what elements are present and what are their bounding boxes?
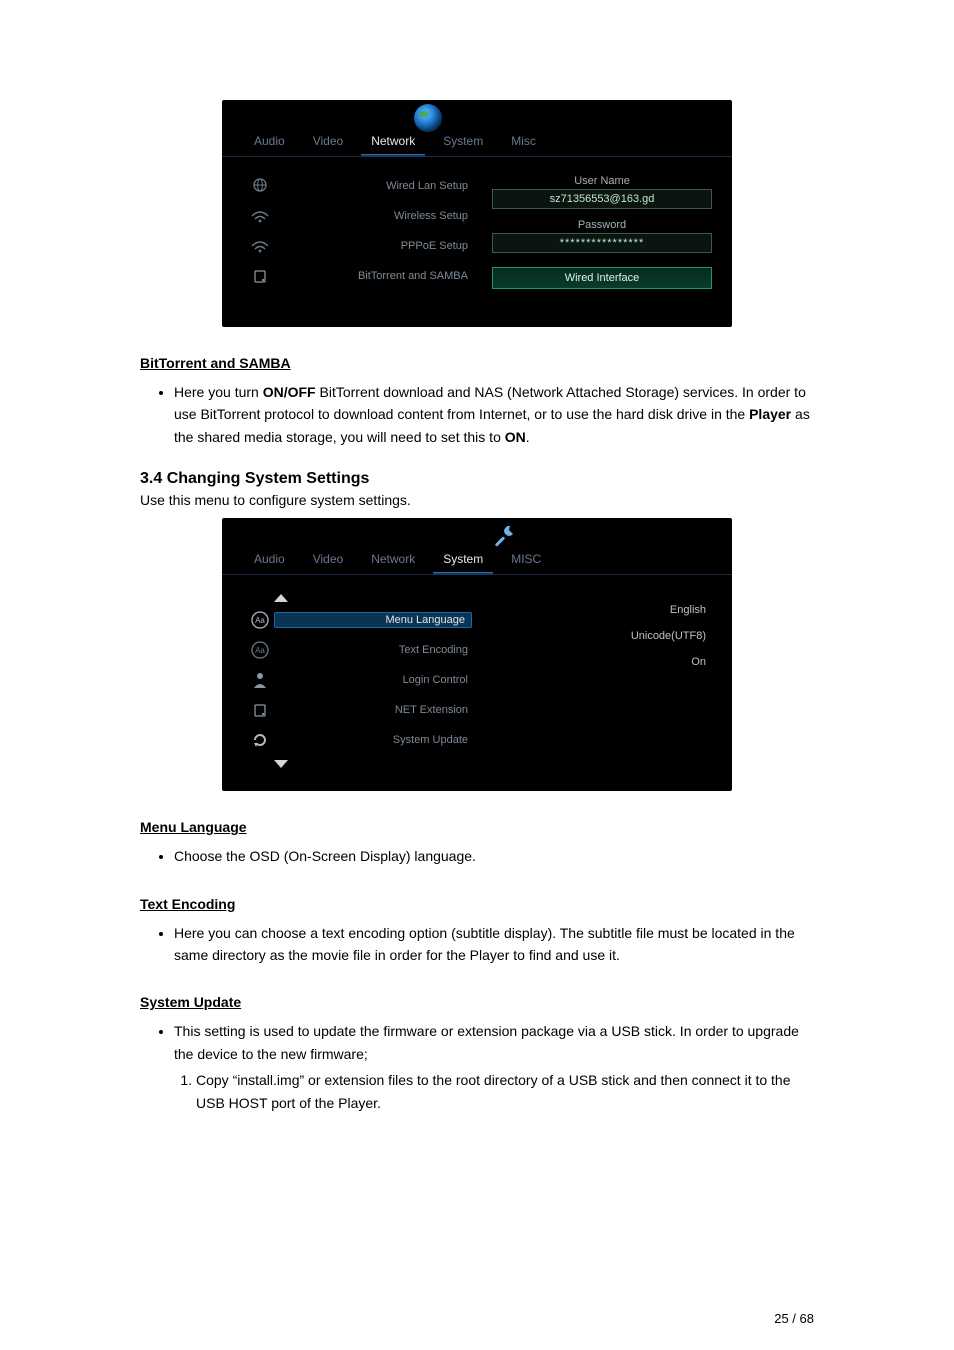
tab-system[interactable]: System: [429, 552, 497, 574]
list-item: This setting is used to update the firmw…: [174, 1020, 814, 1114]
list-item: Here you turn ON/OFF BitTorrent download…: [174, 381, 814, 448]
person-icon: [246, 671, 274, 689]
menu-language-list: Choose the OSD (On-Screen Display) langu…: [140, 845, 814, 867]
username-field[interactable]: sz71356553@163.gd: [492, 189, 712, 209]
menu-item[interactable]: Wireless Setup: [222, 201, 482, 231]
text-encoding-heading: Text Encoding: [140, 896, 814, 912]
wired-interface-button[interactable]: Wired Interface: [492, 267, 712, 289]
menu-item[interactable]: System Update: [222, 725, 482, 755]
tab-label: Video: [313, 552, 343, 566]
list-item: Copy “install.img” or extension files to…: [196, 1069, 814, 1114]
menu-item[interactable]: Aa Menu Language: [222, 605, 482, 635]
username-label: User Name: [492, 171, 712, 189]
network-settings-screenshot: Audio Video Network System Misc Wired La…: [222, 100, 732, 327]
tab-audio[interactable]: Audio: [240, 552, 299, 574]
settings-values-panel: English Unicode(UTF8) On: [482, 575, 732, 791]
text: This setting is used to update the firmw…: [174, 1023, 799, 1061]
wifi-icon: [246, 208, 274, 224]
wrench-icon: [490, 522, 518, 550]
settings-menu-list: Aa Menu Language Aa Text Encoding Login …: [222, 575, 482, 791]
globe-icon: [414, 104, 442, 132]
wifi-icon: [246, 238, 274, 254]
aa-icon: Aa: [246, 611, 274, 629]
tab-label: Network: [371, 552, 415, 566]
active-tab-icon: [414, 104, 444, 134]
tab-label: MISC: [511, 552, 541, 566]
settings-body: Wired Lan Setup Wireless Setup PPPoE Set…: [222, 157, 732, 327]
document-page: Audio Video Network System Misc Wired La…: [0, 0, 954, 1350]
menu-item[interactable]: Wired Lan Setup: [222, 171, 482, 201]
menu-item[interactable]: PPPoE Setup: [222, 231, 482, 261]
tab-label: Network: [371, 134, 415, 148]
aa-icon: Aa: [246, 641, 274, 659]
menu-item-label: Login Control: [274, 674, 472, 686]
system-settings-screenshot: Audio Video Network System MISC Aa Menu …: [222, 518, 732, 791]
refresh-icon: [246, 731, 274, 749]
system-update-list: This setting is used to update the firmw…: [140, 1020, 814, 1114]
menu-item-label: System Update: [274, 734, 472, 746]
menu-item[interactable]: NET Extension: [222, 695, 482, 725]
settings-menu-list: Wired Lan Setup Wireless Setup PPPoE Set…: [222, 157, 482, 327]
globe-small-icon: [246, 177, 274, 195]
text: .: [526, 429, 530, 445]
tab-label: System: [443, 552, 483, 566]
menu-item-label: BitTorrent and SAMBA: [274, 270, 472, 282]
menu-item-label: Wireless Setup: [274, 210, 472, 222]
bittorrent-samba-heading: BitTorrent and SAMBA: [140, 355, 814, 371]
system-update-heading: System Update: [140, 994, 814, 1010]
menu-value: Unicode(UTF8): [492, 623, 712, 649]
svg-text:Aa: Aa: [255, 646, 265, 655]
active-tab-icon: [490, 522, 520, 552]
tab-misc[interactable]: Misc: [497, 134, 550, 156]
changing-system-settings-heading: 3.4 Changing System Settings: [140, 470, 814, 488]
menu-value: English: [492, 597, 712, 623]
menu-language-heading: Menu Language: [140, 819, 814, 835]
scroll-down-arrow[interactable]: [222, 755, 482, 771]
menu-item[interactable]: Login Control: [222, 665, 482, 695]
tab-network[interactable]: Network: [357, 552, 429, 574]
list-item: Here you can choose a text encoding opti…: [174, 922, 814, 967]
list-item: Choose the OSD (On-Screen Display) langu…: [174, 845, 814, 867]
menu-item[interactable]: BitTorrent and SAMBA: [222, 261, 482, 291]
tab-video[interactable]: Video: [299, 552, 357, 574]
settings-tab-bar: Audio Video Network System Misc: [222, 100, 732, 157]
drive-icon: [246, 702, 274, 718]
password-field[interactable]: ****************: [492, 233, 712, 253]
changing-system-settings-sub: Use this menu to configure system settin…: [140, 492, 814, 508]
text-encoding-list: Here you can choose a text encoding opti…: [140, 922, 814, 967]
system-update-steps: Copy “install.img” or extension files to…: [174, 1069, 814, 1114]
page-number: 25 / 68: [774, 1311, 814, 1326]
tab-label: System: [443, 134, 483, 148]
bittorrent-samba-list: Here you turn ON/OFF BitTorrent download…: [140, 381, 814, 448]
password-label: Password: [492, 215, 712, 233]
settings-body: Aa Menu Language Aa Text Encoding Login …: [222, 575, 732, 791]
tab-label: Audio: [254, 134, 285, 148]
tab-label: Misc: [511, 134, 536, 148]
menu-value: On: [492, 649, 712, 675]
player-bold: Player: [749, 406, 791, 422]
menu-item-label: PPPoE Setup: [274, 240, 472, 252]
tab-audio[interactable]: Audio: [240, 134, 299, 156]
svg-text:Aa: Aa: [255, 616, 265, 625]
drive-icon: [246, 268, 274, 284]
menu-item-label: Wired Lan Setup: [274, 180, 472, 192]
text: Here you turn: [174, 384, 263, 400]
menu-item-label: Text Encoding: [274, 644, 472, 656]
menu-item-label: Menu Language: [274, 612, 472, 628]
settings-tab-bar: Audio Video Network System MISC: [222, 518, 732, 575]
menu-item[interactable]: Aa Text Encoding: [222, 635, 482, 665]
menu-item-label: NET Extension: [274, 704, 472, 716]
tab-system[interactable]: System: [429, 134, 497, 156]
settings-right-panel: User Name sz71356553@163.gd Password ***…: [482, 157, 732, 327]
on-bold: ON: [505, 429, 526, 445]
tab-misc[interactable]: MISC: [497, 552, 555, 574]
tab-network[interactable]: Network: [357, 134, 429, 156]
tab-label: Audio: [254, 552, 285, 566]
scroll-up-arrow[interactable]: [222, 589, 482, 605]
onoff-bold: ON/OFF: [263, 384, 316, 400]
tab-video[interactable]: Video: [299, 134, 357, 156]
tab-label: Video: [313, 134, 343, 148]
